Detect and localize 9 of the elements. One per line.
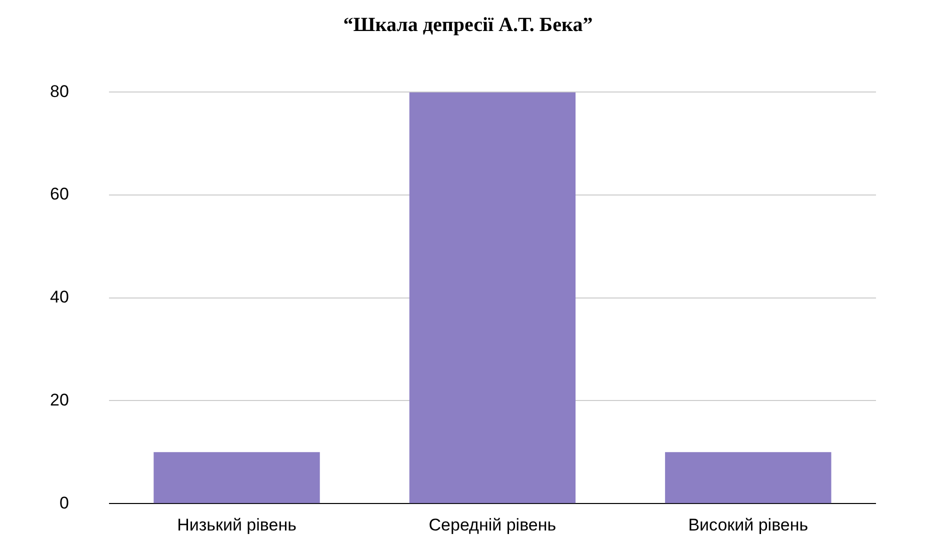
y-tick-label: 80 (50, 82, 69, 101)
y-tick-label: 40 (50, 288, 69, 307)
y-tick-label: 60 (50, 184, 69, 204)
x-tick-label: Високий рівень (688, 515, 808, 534)
x-tick-label: Низький рівень (177, 515, 297, 534)
y-tick-label: 0 (59, 493, 69, 512)
x-tick-label: Середній рівень (428, 515, 556, 534)
y-tick-label: 20 (50, 390, 69, 410)
chart-title: “Шкала депресії А.Т. Бека” (342, 14, 594, 38)
